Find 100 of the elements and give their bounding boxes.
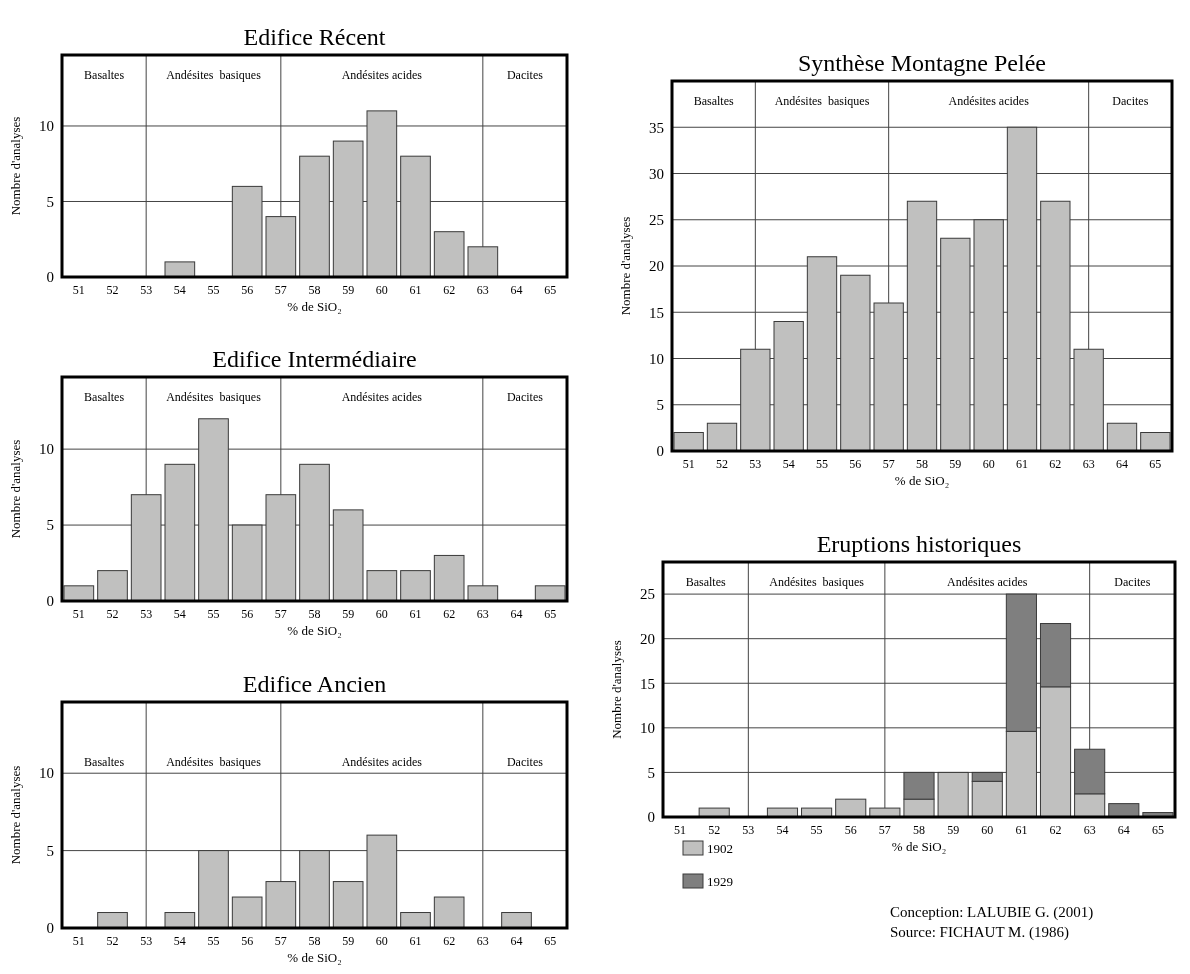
x-tick-label: 53 xyxy=(140,607,153,621)
x-tick-label: 55 xyxy=(810,823,823,837)
x-tick-label: 57 xyxy=(274,934,287,948)
y-tick-label: 10 xyxy=(640,720,655,737)
y-tick-label: 20 xyxy=(640,630,655,647)
x-tick-label: 56 xyxy=(241,283,254,297)
x-tick-label: 60 xyxy=(375,934,388,948)
x-tick-label: 62 xyxy=(443,283,456,297)
x-tick-label: 51 xyxy=(72,607,85,621)
y-axis-title: Nombre d'analyses xyxy=(8,116,23,216)
x-tick-label: 59 xyxy=(947,823,960,837)
annotation: Andésites acides xyxy=(341,390,423,405)
bar xyxy=(97,912,128,929)
x-tick-label: 65 xyxy=(1151,823,1164,837)
bar xyxy=(231,896,263,929)
x-tick-label: 61 xyxy=(1015,823,1028,837)
x-tick-label: 58 xyxy=(913,823,925,837)
bar xyxy=(433,231,465,278)
annotation: Andésites acides xyxy=(947,575,1028,590)
x-tick-label: 53 xyxy=(749,457,762,471)
x-tick-label: 58 xyxy=(308,283,321,297)
annotation: Basaltes xyxy=(84,390,125,405)
bar xyxy=(534,585,566,602)
x-tick-label: 51 xyxy=(682,457,695,471)
x-tick-label: 57 xyxy=(274,283,287,297)
x-tick-label: 64 xyxy=(1116,457,1128,471)
annotation: Andésites acides xyxy=(948,94,1030,109)
x-tick-label: 60 xyxy=(375,283,388,297)
x-tick-label: 62 xyxy=(1049,823,1062,837)
bar xyxy=(673,432,704,452)
annotation: Andésites basiques xyxy=(769,575,865,590)
x-tick-label: 57 xyxy=(878,823,891,837)
x-tick-label: 59 xyxy=(949,457,962,471)
x-tick-label: 52 xyxy=(106,934,119,948)
annotation: Andésites acides xyxy=(341,755,423,770)
bar xyxy=(63,585,95,602)
y-tick-label: 20 xyxy=(649,258,664,275)
x-tick-label: 56 xyxy=(241,607,254,621)
y-tick-label: 15 xyxy=(640,675,655,692)
chart-title: Edifice Ancien xyxy=(242,671,387,697)
x-tick-label: 63 xyxy=(476,607,489,621)
bar xyxy=(801,807,833,818)
x-tick-label: 64 xyxy=(510,607,523,621)
chart-title: Synthèse Montagne Pelée xyxy=(798,50,1046,76)
x-tick-label: 53 xyxy=(140,934,153,948)
x-tick-label: 56 xyxy=(844,823,857,837)
bar xyxy=(835,798,867,818)
x-tick-label: 61 xyxy=(1016,457,1028,471)
x-tick-label: 60 xyxy=(981,823,994,837)
chart-title: Edifice Récent xyxy=(243,24,386,50)
y-tick-label: 10 xyxy=(649,350,664,367)
x-tick-label: 55 xyxy=(207,283,220,297)
x-tick-label: 57 xyxy=(274,607,287,621)
bar xyxy=(501,912,532,929)
y-tick-label: 25 xyxy=(649,212,664,228)
x-tick-label: 54 xyxy=(173,607,186,621)
x-tick-label: 58 xyxy=(308,934,321,948)
annotation: Dacites xyxy=(506,390,544,405)
x-tick-label: 64 xyxy=(510,283,523,297)
x-tick-label: 52 xyxy=(708,823,721,837)
x-tick-label: 59 xyxy=(342,283,355,297)
x-tick-label: 55 xyxy=(207,607,220,621)
x-tick-label: 62 xyxy=(443,934,456,948)
x-tick-label: 62 xyxy=(443,607,456,621)
x-axis-title: % de SiO₂ xyxy=(287,623,342,638)
source-note: Source: FICHAUT M. (1986) xyxy=(890,924,1069,941)
y-tick-label: 0 xyxy=(656,443,664,460)
y-tick-label: 5 xyxy=(46,842,54,859)
annotation: Dacites xyxy=(1112,94,1149,109)
text: Conception: LALUBIE G. (2001) xyxy=(890,904,1094,921)
y-tick-label: 0 xyxy=(46,593,54,610)
x-tick-label: 65 xyxy=(544,934,557,948)
x-tick-label: 61 xyxy=(409,934,422,948)
x-tick-label: 51 xyxy=(72,934,85,948)
x-tick-label: 55 xyxy=(816,457,828,471)
x-tick-label: 63 xyxy=(1083,823,1096,837)
y-tick-label: 30 xyxy=(649,165,664,182)
bar xyxy=(164,912,196,929)
annotation: Dacites xyxy=(506,68,544,83)
annotation: Andésites acides xyxy=(341,68,423,83)
bar xyxy=(366,570,398,602)
x-tick-label: 61 xyxy=(409,607,422,621)
y-tick-label: 10 xyxy=(39,441,54,458)
annotation: Andésites basiques xyxy=(166,390,262,405)
x-tick-label: 61 xyxy=(409,283,422,297)
x-tick-label: 57 xyxy=(882,457,895,471)
x-tick-label: 56 xyxy=(241,934,254,948)
y-tick-label: 5 xyxy=(46,517,54,534)
x-tick-label: 56 xyxy=(849,457,862,471)
x-tick-label: 53 xyxy=(140,283,153,297)
annotation: Dacites xyxy=(506,755,544,770)
x-axis-title: % de SiO₂ xyxy=(287,950,342,965)
x-axis-title: % de SiO₂ xyxy=(894,473,950,488)
bar xyxy=(433,554,465,602)
x-tick-label: 54 xyxy=(173,283,186,297)
x-tick-label: 62 xyxy=(1049,457,1062,471)
x-tick-label: 65 xyxy=(1149,457,1162,471)
annotation: Andésites basiques xyxy=(774,94,870,109)
x-tick-label: 64 xyxy=(510,934,523,948)
bar xyxy=(433,896,465,929)
